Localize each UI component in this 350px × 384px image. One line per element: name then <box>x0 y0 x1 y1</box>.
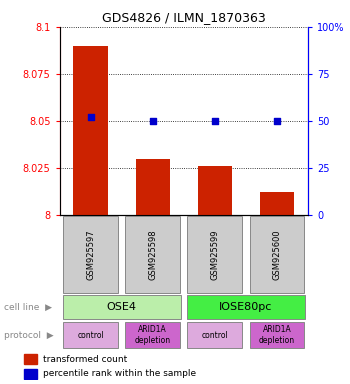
Bar <box>74 46 108 215</box>
Bar <box>260 192 294 215</box>
Point <box>150 118 155 124</box>
Text: ARID1A
depletion: ARID1A depletion <box>259 325 295 345</box>
FancyBboxPatch shape <box>188 216 242 293</box>
Text: IOSE80pc: IOSE80pc <box>219 302 273 312</box>
FancyBboxPatch shape <box>125 216 180 293</box>
Title: GDS4826 / ILMN_1870363: GDS4826 / ILMN_1870363 <box>102 11 266 24</box>
Text: transformed count: transformed count <box>43 355 127 364</box>
FancyBboxPatch shape <box>63 295 181 319</box>
Text: cell line  ▶: cell line ▶ <box>4 303 51 312</box>
Point <box>274 118 280 124</box>
FancyBboxPatch shape <box>187 295 305 319</box>
Text: control: control <box>202 331 228 339</box>
Text: GSM925597: GSM925597 <box>86 229 95 280</box>
Bar <box>198 166 232 215</box>
Bar <box>24 354 37 364</box>
Text: OSE4: OSE4 <box>107 302 136 312</box>
Bar <box>135 159 170 215</box>
FancyBboxPatch shape <box>250 216 304 293</box>
Point <box>212 118 218 124</box>
Text: GSM925599: GSM925599 <box>210 229 219 280</box>
FancyBboxPatch shape <box>125 322 180 348</box>
Text: protocol  ▶: protocol ▶ <box>4 331 53 339</box>
Text: GSM925598: GSM925598 <box>148 229 157 280</box>
FancyBboxPatch shape <box>63 216 118 293</box>
Text: ARID1A
depletion: ARID1A depletion <box>135 325 171 345</box>
Bar <box>24 369 37 379</box>
Text: GSM925600: GSM925600 <box>272 229 281 280</box>
FancyBboxPatch shape <box>63 322 118 348</box>
Text: control: control <box>77 331 104 339</box>
Point <box>88 114 93 120</box>
FancyBboxPatch shape <box>250 322 304 348</box>
FancyBboxPatch shape <box>188 322 242 348</box>
Text: percentile rank within the sample: percentile rank within the sample <box>43 369 196 378</box>
